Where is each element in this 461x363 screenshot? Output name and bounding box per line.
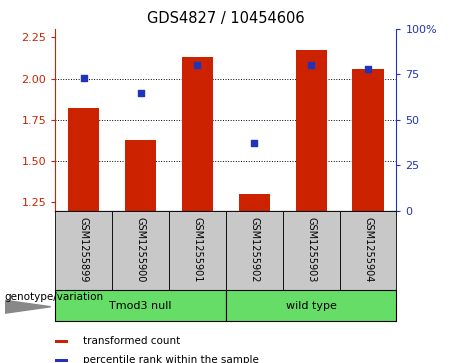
Bar: [55, 359, 68, 362]
Text: GSM1255900: GSM1255900: [136, 217, 146, 282]
Bar: [182, 57, 213, 211]
Bar: [169, 211, 226, 290]
Bar: [125, 140, 156, 211]
Text: GSM1255902: GSM1255902: [249, 217, 260, 282]
Text: wild type: wild type: [286, 301, 337, 311]
Bar: [55, 340, 68, 343]
Point: [194, 62, 201, 68]
Bar: [55, 290, 226, 321]
Bar: [226, 211, 283, 290]
Text: GSM1255901: GSM1255901: [192, 217, 202, 282]
Bar: [226, 290, 396, 321]
Text: GSM1255899: GSM1255899: [79, 217, 89, 282]
Text: genotype/variation: genotype/variation: [5, 292, 104, 302]
Bar: [283, 211, 340, 290]
Bar: [55, 211, 112, 290]
Bar: [239, 194, 270, 211]
Text: GSM1255904: GSM1255904: [363, 217, 373, 282]
Bar: [68, 108, 100, 211]
Point: [364, 66, 372, 72]
Point: [80, 75, 88, 81]
Bar: [340, 211, 396, 290]
Point: [251, 140, 258, 146]
Bar: [352, 69, 384, 211]
Point: [307, 62, 315, 68]
Polygon shape: [5, 300, 51, 313]
Bar: [112, 211, 169, 290]
Point: [137, 90, 144, 95]
Text: Tmod3 null: Tmod3 null: [109, 301, 172, 311]
Text: transformed count: transformed count: [83, 337, 180, 346]
Title: GDS4827 / 10454606: GDS4827 / 10454606: [147, 12, 305, 26]
Text: GSM1255903: GSM1255903: [306, 217, 316, 282]
Text: percentile rank within the sample: percentile rank within the sample: [83, 355, 259, 363]
Bar: [296, 50, 327, 211]
